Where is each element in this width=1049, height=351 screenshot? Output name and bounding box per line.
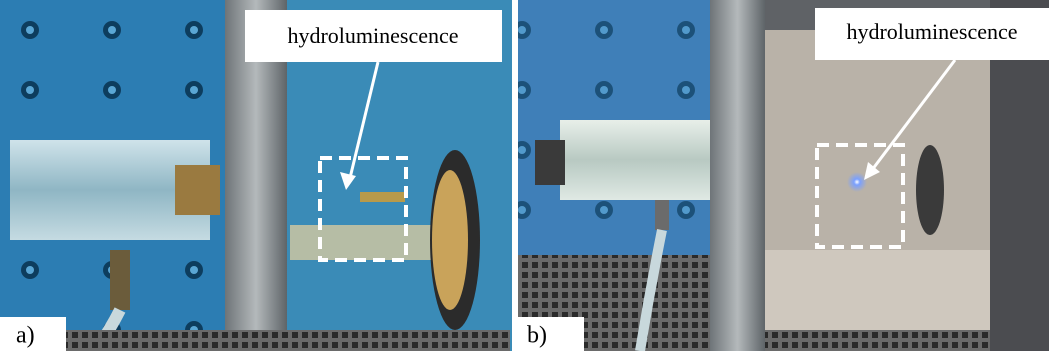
annotation: hydroluminescence [846,19,1017,44]
electrode [360,192,405,202]
fitting [535,140,565,185]
panel-b: hydroluminescence b) [518,0,1049,351]
panel-label: a) [16,323,35,349]
disk-face [432,170,468,310]
connector [655,200,669,230]
disk [916,145,944,235]
annotation: hydroluminescence [287,23,458,48]
tank-bottom [760,250,990,330]
page: hydroluminescence a) hydroluminescence b… [0,0,1049,351]
panel-label: b) [527,323,547,349]
connector [110,250,130,310]
panel-a: hydroluminescence a) [0,0,512,351]
fitting [175,165,220,215]
metal-plate [710,0,765,351]
cylinder [560,120,720,200]
mesh [60,330,510,351]
figure: hydroluminescence a) hydroluminescence b… [0,0,1049,351]
luminescence [847,172,867,192]
